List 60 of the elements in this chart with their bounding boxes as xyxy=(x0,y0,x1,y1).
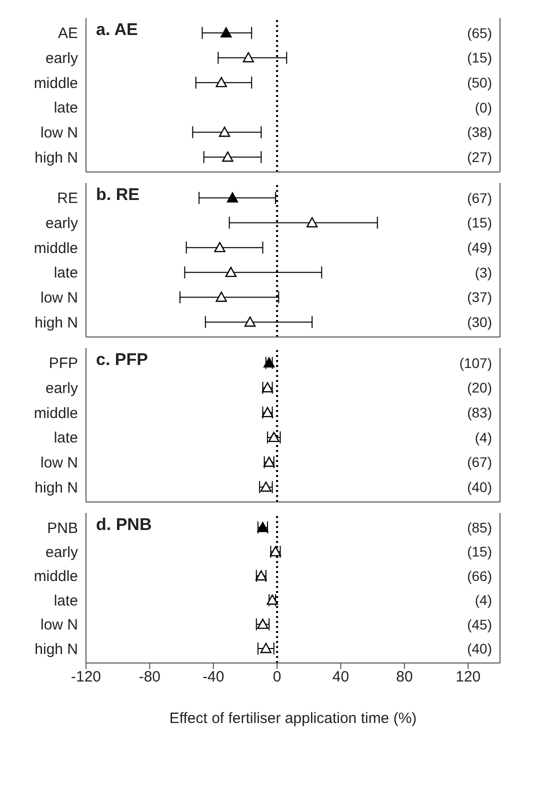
chart-title: a. AE xyxy=(96,20,138,40)
annotation: (15) xyxy=(467,214,492,231)
x-tick-label: -80 xyxy=(138,668,161,686)
y-tick-label: late xyxy=(54,430,78,447)
annotation: (38) xyxy=(467,124,492,140)
y-tick-label: middle xyxy=(34,240,78,257)
annotation: (4) xyxy=(474,592,492,608)
annotation: (49) xyxy=(467,240,492,256)
annotation: (0) xyxy=(474,99,492,116)
y-tick-label: PNB xyxy=(47,520,78,537)
y-tick-label: early xyxy=(45,544,78,562)
y-tick-label: late xyxy=(54,592,78,610)
y-tick-label: AE xyxy=(58,25,78,42)
annotation: (67) xyxy=(467,454,492,470)
annotation: (30) xyxy=(467,314,492,330)
y-tick-label: middle xyxy=(34,74,78,92)
y-tick-label: high N xyxy=(34,640,78,658)
annotation: (15) xyxy=(467,50,492,66)
annotation: (15) xyxy=(467,544,492,560)
annotation: (3) xyxy=(474,264,492,280)
y-tick-label: late xyxy=(54,100,78,117)
annotation: (85) xyxy=(467,519,492,536)
y-tick-label: low N xyxy=(40,454,78,472)
x-tick-label: 120 xyxy=(456,668,481,686)
annotation: (37) xyxy=(467,289,492,306)
y-tick-label: middle xyxy=(34,568,78,586)
annotation: (50) xyxy=(467,74,492,91)
y-tick-label: low N xyxy=(40,616,78,634)
x-tick-label: 0 xyxy=(272,668,282,686)
annotation: (40) xyxy=(467,479,492,496)
annotation: (83) xyxy=(467,404,492,421)
annotation: (40) xyxy=(467,640,492,656)
x-tick-label: 40 xyxy=(332,668,350,686)
chart-title: d. PNB xyxy=(96,515,152,535)
x-axis-title: Effect of fertiliser application time (%) xyxy=(169,710,417,727)
annotation: (20) xyxy=(467,380,492,396)
y-tick-label: early xyxy=(45,380,78,398)
y-tick-label: high N xyxy=(34,479,78,496)
annotation: (4) xyxy=(474,429,492,446)
x-tick-label: -120 xyxy=(70,668,102,686)
annotation: (45) xyxy=(467,616,492,632)
y-tick-label: high N xyxy=(34,314,78,332)
annotation: (27) xyxy=(467,149,492,166)
y-tick-label: low N xyxy=(40,290,78,307)
x-tick-label: 80 xyxy=(396,668,413,686)
x-tick-label: -40 xyxy=(202,668,224,686)
chart-title: c. PFP xyxy=(96,350,148,370)
annotation: (65) xyxy=(467,24,492,41)
y-tick-label: late xyxy=(54,264,78,282)
y-tick-label: middle xyxy=(34,404,78,422)
y-tick-label: PFP xyxy=(48,355,78,372)
y-tick-label: low N xyxy=(40,124,78,142)
annotation: (107) xyxy=(459,354,492,371)
y-tick-label: high N xyxy=(34,149,78,166)
annotation: (67) xyxy=(467,190,492,206)
y-tick-label: RE xyxy=(57,190,78,208)
annotation: (66) xyxy=(467,568,492,584)
chart-title: b. RE xyxy=(96,185,140,205)
y-tick-label: early xyxy=(45,50,78,68)
y-tick-label: early xyxy=(45,215,78,232)
